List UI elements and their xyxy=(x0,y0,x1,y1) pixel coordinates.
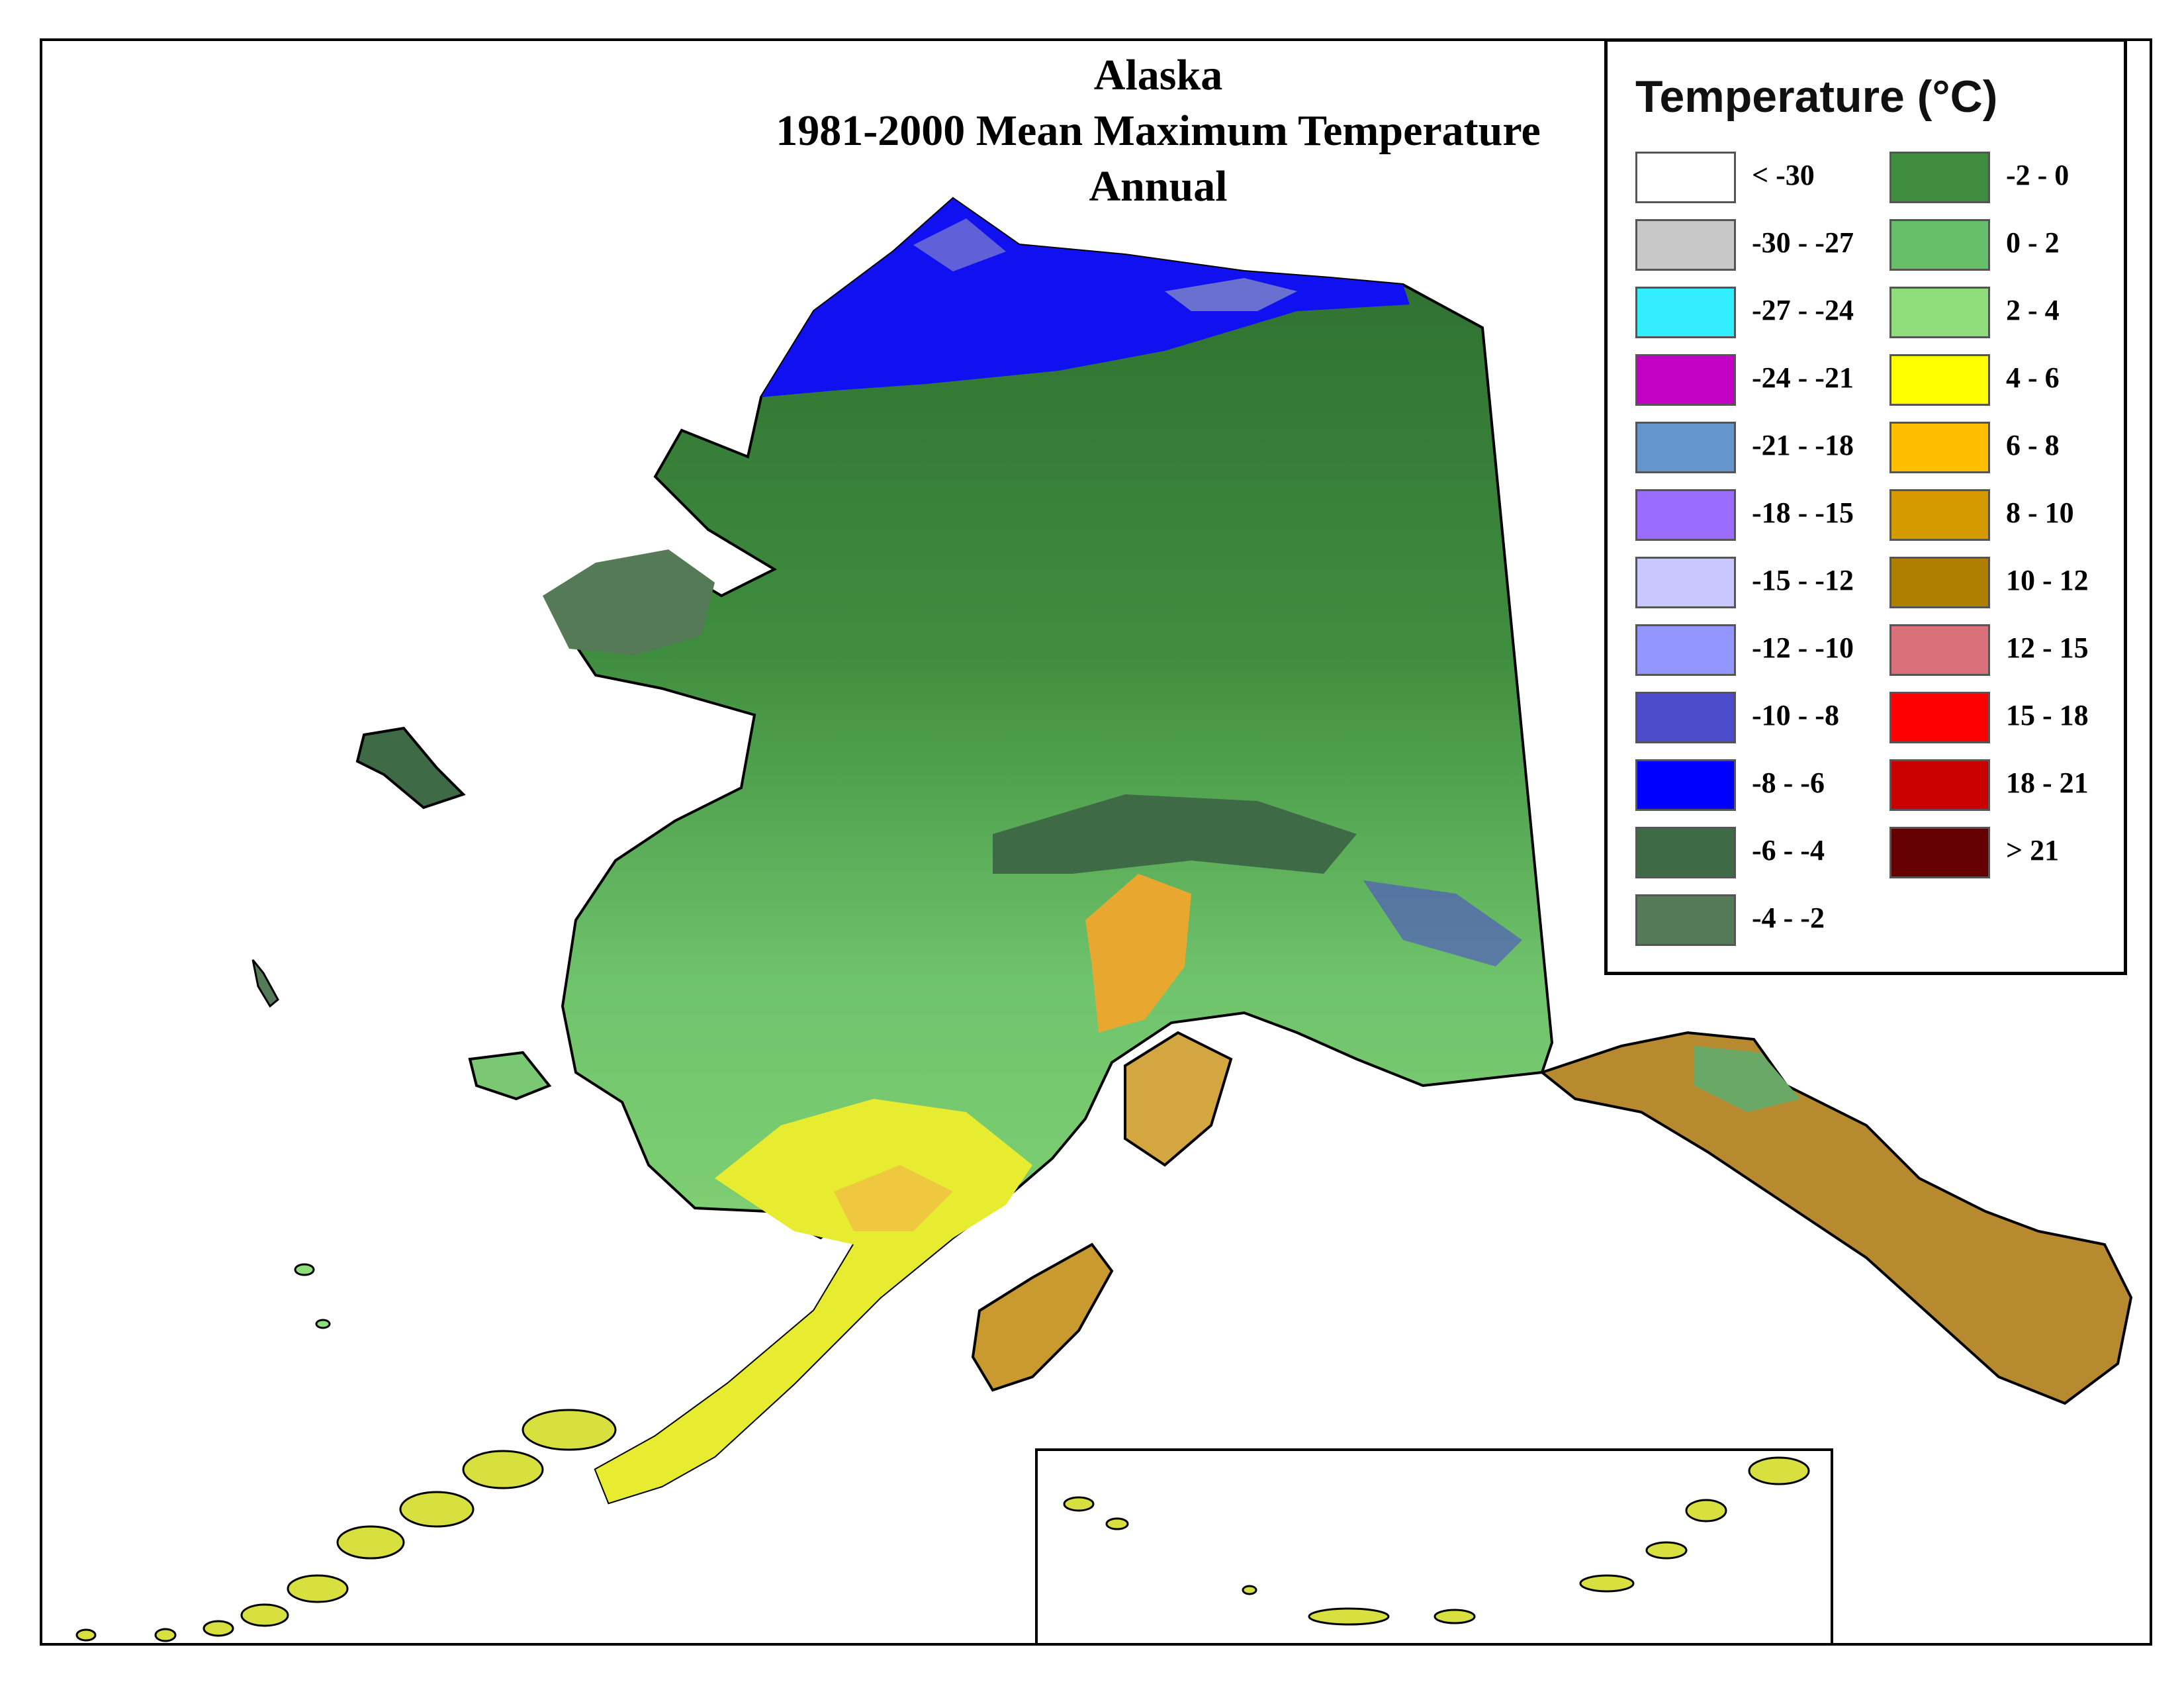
map-title: Alaska 1981-2000 Mean Maximum Temperatur… xyxy=(662,48,1655,214)
legend-swatch xyxy=(1889,624,1990,676)
legend-swatch xyxy=(1889,557,1990,608)
legend-label: -2 - 0 xyxy=(2006,159,2070,191)
aleutian-islands xyxy=(75,1409,617,1642)
legend-swatch xyxy=(1635,489,1736,541)
legend-label: -24 - -21 xyxy=(1752,361,1854,394)
legend-label: -21 - -18 xyxy=(1752,429,1854,461)
legend-swatch xyxy=(1635,152,1736,203)
legend-swatch xyxy=(1889,489,1990,541)
legend-swatch xyxy=(1635,759,1736,811)
title-line-region: Alaska xyxy=(1093,51,1223,99)
legend-label: -12 - -10 xyxy=(1752,632,1854,664)
legend-swatch xyxy=(1889,152,1990,203)
legend-label: 0 - 2 xyxy=(2006,226,2060,259)
title-line-period: Annual xyxy=(1089,162,1228,211)
legend-swatch xyxy=(1635,557,1736,608)
legend-swatch xyxy=(1635,354,1736,406)
legend-swatch xyxy=(1889,354,1990,406)
legend-label: 12 - 15 xyxy=(2006,632,2089,664)
legend-label: -30 - -27 xyxy=(1752,226,1854,259)
inset-islands xyxy=(1063,1456,1810,1626)
legend-swatch xyxy=(1889,759,1990,811)
legend-label: < -30 xyxy=(1752,159,1815,191)
legend-swatch xyxy=(1635,894,1736,946)
legend-swatch xyxy=(1635,219,1736,271)
legend-label: 15 - 18 xyxy=(2006,699,2089,731)
southeast-panhandle xyxy=(1539,1031,2133,1405)
legend-swatch xyxy=(1635,827,1736,878)
legend-swatch xyxy=(1889,219,1990,271)
legend-label: 2 - 4 xyxy=(2006,294,2060,326)
kodiak-island xyxy=(971,1243,1114,1392)
legend-swatch xyxy=(1889,827,1990,878)
legend-swatch xyxy=(1635,624,1736,676)
legend-label: -15 - -12 xyxy=(1752,564,1854,596)
legend-label: 18 - 21 xyxy=(2006,767,2089,799)
legend-label: > 21 xyxy=(2006,834,2060,867)
legend-swatch xyxy=(1889,287,1990,338)
title-line-variable: 1981-2000 Mean Maximum Temperature xyxy=(776,107,1541,155)
legend-label: 4 - 6 xyxy=(2006,361,2060,394)
legend-swatch xyxy=(1635,287,1736,338)
legend-swatch xyxy=(1889,422,1990,473)
legend-label: -18 - -15 xyxy=(1752,496,1854,529)
legend-label: -4 - -2 xyxy=(1752,902,1825,934)
legend-label: 10 - 12 xyxy=(2006,564,2089,596)
st-lawrence-island xyxy=(355,726,466,810)
legend-label: -27 - -24 xyxy=(1752,294,1854,326)
legend-label: 8 - 10 xyxy=(2006,496,2074,529)
legend-swatch xyxy=(1889,692,1990,743)
western-aleutians-inset xyxy=(1035,1448,1833,1646)
legend-label: -10 - -8 xyxy=(1752,699,1839,731)
legend-label: -8 - -6 xyxy=(1752,767,1825,799)
legend-swatch xyxy=(1635,692,1736,743)
nunivak-island xyxy=(468,1051,552,1101)
legend-swatch xyxy=(1635,422,1736,473)
legend-label: 6 - 8 xyxy=(2006,429,2060,461)
legend-title: Temperature (°C) xyxy=(1635,71,1998,122)
legend-label: -6 - -4 xyxy=(1752,834,1825,867)
temperature-legend: Temperature (°C) < -30 -30 - -27 -27 - -24… xyxy=(1604,38,2127,975)
